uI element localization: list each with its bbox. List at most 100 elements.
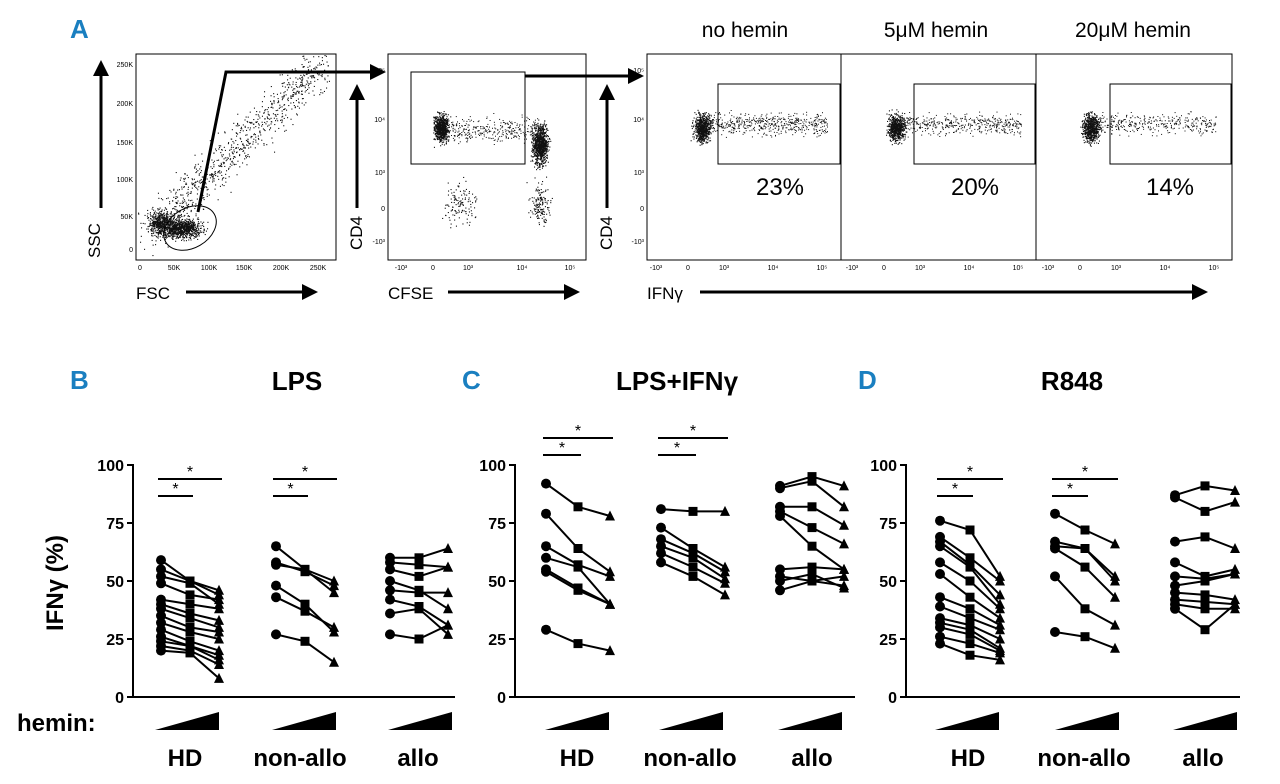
flow-event-dot bbox=[171, 235, 173, 237]
flow-event-dot bbox=[231, 151, 233, 153]
flow-event-dot bbox=[159, 221, 161, 223]
flow-event-dot bbox=[472, 131, 474, 133]
flow-event-dot bbox=[437, 132, 439, 134]
flow-event-dot bbox=[711, 125, 713, 127]
flow-event-dot bbox=[178, 229, 180, 231]
flow-event-dot bbox=[196, 198, 198, 200]
flow-event-dot bbox=[543, 137, 545, 139]
flow-event-dot bbox=[151, 226, 153, 228]
flow-event-dot bbox=[536, 143, 538, 145]
flow-event-dot bbox=[177, 228, 179, 230]
flow-event-dot bbox=[246, 164, 248, 166]
flow-event-dot bbox=[192, 201, 194, 203]
flow-event-dot bbox=[188, 239, 190, 241]
flow-event-dot bbox=[550, 140, 552, 142]
flow-event-dot bbox=[283, 96, 285, 98]
flow-event-dot bbox=[183, 228, 185, 230]
flow-event-dot bbox=[165, 226, 167, 228]
flow-event-dot bbox=[442, 217, 444, 219]
flow-event-dot bbox=[698, 111, 700, 113]
flow-event-dot bbox=[710, 127, 712, 129]
flow-event-dot bbox=[195, 236, 197, 238]
flow-event-dot bbox=[284, 108, 286, 110]
flow-event-dot bbox=[535, 125, 537, 127]
flow-event-dot bbox=[444, 121, 446, 123]
flow-event-dot bbox=[254, 134, 256, 136]
flow-event-dot bbox=[439, 124, 441, 126]
flow-event-dot bbox=[702, 139, 704, 141]
flow-event-dot bbox=[544, 143, 546, 145]
flow-event-dot bbox=[160, 213, 162, 215]
flow-event-dot bbox=[245, 134, 247, 136]
flow-event-dot bbox=[702, 140, 704, 142]
flow-event-dot bbox=[222, 177, 224, 179]
flow-event-dot bbox=[185, 227, 187, 229]
flow-event-dot bbox=[196, 225, 198, 227]
flow-event-dot bbox=[541, 160, 543, 162]
flow-event-dot bbox=[465, 188, 467, 190]
flow-event-dot bbox=[535, 128, 537, 130]
flow-event-dot bbox=[435, 124, 437, 126]
flow-event-dot bbox=[477, 121, 479, 123]
flow-event-dot bbox=[189, 230, 191, 232]
flow-event-dot bbox=[205, 230, 207, 232]
flow-event-dot bbox=[231, 144, 233, 146]
flow-event-dot bbox=[472, 202, 474, 204]
flow-event-dot bbox=[170, 191, 172, 193]
flow-event-dot bbox=[539, 194, 541, 196]
flow-event-dot bbox=[314, 68, 316, 70]
flow-event-dot bbox=[196, 171, 198, 173]
flow-event-dot bbox=[213, 174, 215, 176]
flow-event-dot bbox=[529, 131, 531, 133]
flow-event-dot bbox=[162, 232, 164, 234]
flow-event-dot bbox=[536, 141, 538, 143]
flow-event-dot bbox=[233, 156, 235, 158]
flow-event-dot bbox=[696, 119, 698, 121]
flow-event-dot bbox=[191, 227, 193, 229]
flow-event-dot bbox=[215, 173, 217, 175]
flow-event-dot bbox=[275, 115, 277, 117]
flow-event-dot bbox=[159, 207, 161, 209]
flow-event-dot bbox=[174, 206, 176, 208]
flow-event-dot bbox=[700, 126, 702, 128]
flow-event-dot bbox=[192, 218, 194, 220]
flow-event-dot bbox=[141, 227, 143, 229]
flow-event-dot bbox=[195, 233, 197, 235]
flow-event-dot bbox=[163, 214, 165, 216]
flow-event-dot bbox=[459, 205, 461, 207]
flow-event-dot bbox=[150, 218, 152, 220]
flow-event-dot bbox=[155, 218, 157, 220]
flow-event-dot bbox=[539, 134, 541, 136]
flow-event-dot bbox=[202, 194, 204, 196]
flow-event-dot bbox=[441, 131, 443, 133]
flow-event-dot bbox=[464, 125, 466, 126]
flow-event-dot bbox=[445, 118, 447, 120]
flow-event-dot bbox=[198, 235, 200, 237]
flow-event-dot bbox=[541, 150, 543, 152]
flow-event-dot bbox=[538, 143, 540, 145]
flow-event-dot bbox=[514, 130, 516, 131]
flow-event-dot bbox=[539, 204, 541, 206]
flow-event-dot bbox=[229, 155, 231, 157]
flow-event-dot bbox=[190, 233, 192, 235]
flow-event-dot bbox=[192, 230, 194, 232]
flow-event-dot bbox=[160, 224, 162, 226]
flow-event-dot bbox=[159, 226, 161, 228]
flow-event-dot bbox=[542, 151, 544, 153]
flow-event-dot bbox=[249, 143, 251, 145]
flow-event-dot bbox=[197, 217, 199, 219]
flow-event-dot bbox=[226, 159, 228, 161]
flow-event-dot bbox=[172, 228, 174, 230]
flow-event-dot bbox=[706, 119, 708, 121]
flow-event-dot bbox=[271, 104, 273, 106]
flow-event-dot bbox=[536, 211, 538, 213]
flow-event-dot bbox=[544, 132, 546, 134]
flow-event-dot bbox=[549, 214, 551, 216]
flow-event-dot bbox=[212, 177, 214, 179]
flow-event-dot bbox=[160, 226, 162, 228]
flow-event-dot bbox=[270, 106, 272, 108]
flow-event-dot bbox=[154, 227, 156, 229]
flow-event-dot bbox=[439, 132, 441, 134]
flow-event-dot bbox=[447, 120, 449, 122]
flow-event-dot bbox=[219, 185, 221, 187]
